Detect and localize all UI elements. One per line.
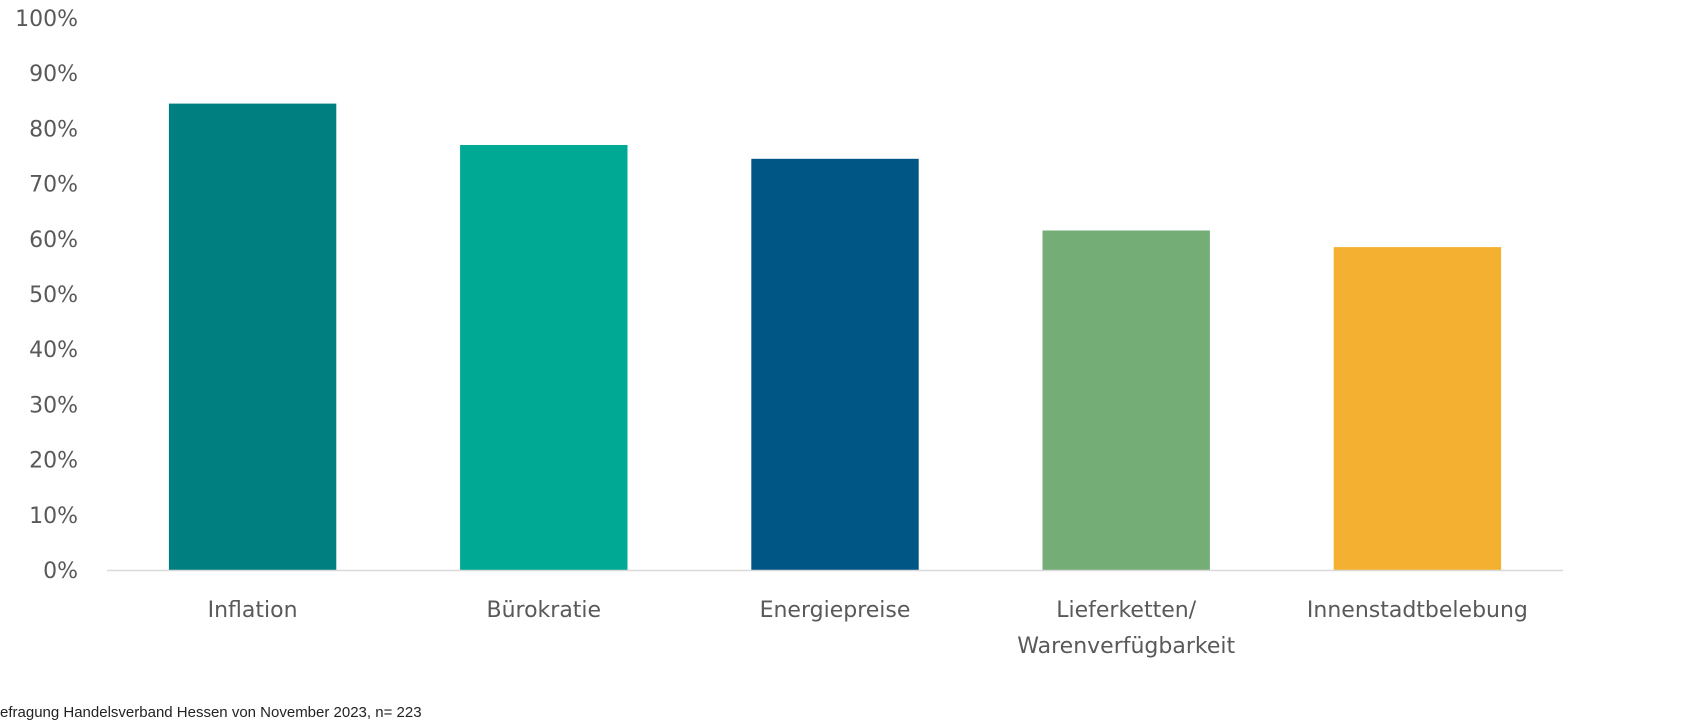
y-tick-label: 30% [29, 393, 78, 418]
bars [168, 103, 1502, 571]
y-tick-label: 40% [29, 338, 78, 363]
x-tick-label: Energiepreise [760, 598, 911, 623]
y-tick-label: 10% [29, 504, 78, 529]
x-tick-label: Lieferketten/Warenverfügbarkeit [1017, 598, 1235, 659]
x-axis-labels: Inflation Bürokratie Energiepreise Lieferke… [208, 598, 1528, 659]
bar [1333, 247, 1502, 570]
y-tick-label: 70% [29, 173, 78, 198]
y-tick-label: 90% [29, 62, 78, 87]
y-tick-label: 60% [29, 228, 78, 253]
x-tick-label: Innenstadtbelebung [1307, 598, 1528, 623]
y-axis-ticks: 0% 10% 20% 30% 40% 50% 60% 70% 80% 90% 100% [15, 7, 78, 584]
x-tick-label: Inflation [208, 598, 298, 623]
y-tick-label: 20% [29, 449, 78, 474]
bar [168, 103, 337, 570]
x-tick-label: Bürokratie [486, 598, 601, 623]
y-tick-label: 100% [15, 7, 78, 32]
source-footnote: efragung Handelsverband Hessen von Novem… [0, 704, 422, 721]
y-tick-label: 80% [29, 117, 78, 142]
y-tick-label: 50% [29, 283, 78, 308]
bar [460, 145, 628, 570]
bar [751, 158, 919, 571]
bar [1042, 230, 1210, 570]
y-tick-label: 0% [43, 559, 78, 584]
